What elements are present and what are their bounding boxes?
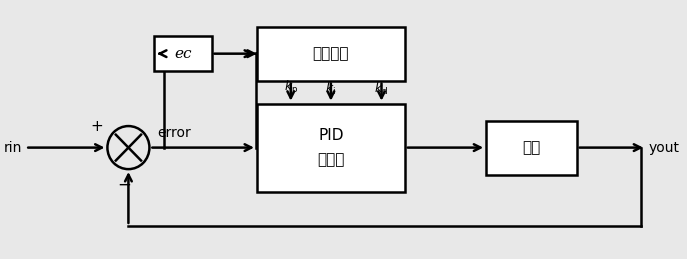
Bar bbox=[486, 121, 577, 175]
Text: 模糊推理: 模糊推理 bbox=[313, 46, 349, 61]
Bar bbox=[154, 36, 212, 71]
Text: $k_{\rm i}$: $k_{\rm i}$ bbox=[326, 81, 337, 97]
Text: $k_{\rm d}$: $k_{\rm d}$ bbox=[374, 81, 389, 97]
Text: rin: rin bbox=[4, 141, 23, 155]
Text: yout: yout bbox=[649, 141, 680, 155]
Text: PID
调节器: PID 调节器 bbox=[317, 128, 345, 167]
Text: 对象: 对象 bbox=[522, 140, 541, 155]
Text: ec: ec bbox=[174, 47, 192, 61]
Bar bbox=[257, 104, 405, 192]
Text: error: error bbox=[157, 126, 191, 140]
Bar bbox=[257, 27, 405, 81]
Text: $k_{\rm p}$: $k_{\rm p}$ bbox=[284, 79, 298, 97]
Text: −: − bbox=[117, 176, 131, 194]
Text: +: + bbox=[91, 119, 104, 134]
